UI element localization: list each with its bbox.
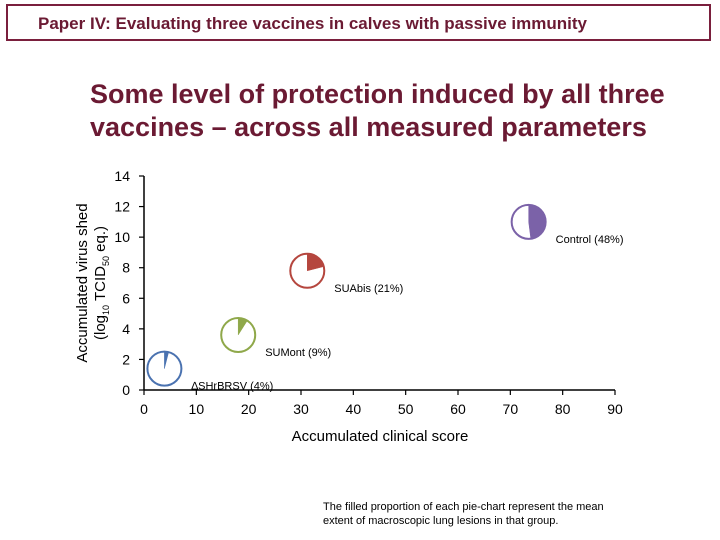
y-tick-label: 6 [122, 290, 130, 306]
pie-filled-wedge [237, 317, 248, 336]
y-axis-title-part-c: eq.) [92, 226, 109, 256]
chart-axes: 0 10 20 30 40 50 60 70 80 90 0 2 4 6 8 10 12 14 [114, 168, 623, 417]
slide-header-title: Paper IV: Evaluating three vaccines in c… [38, 14, 587, 33]
x-tick-label: 20 [241, 401, 257, 417]
x-tick-label: 0 [140, 401, 148, 417]
x-tick-label: 50 [398, 401, 414, 417]
footnote-line-1: The filled proportion of each pie-chart … [323, 501, 604, 513]
slide-headline: Some level of protection induced by all … [90, 78, 710, 144]
chart-points: ∆SHrBRSV (4%) SUMont (9%) SUAbis (21%) Cont… [146, 203, 624, 393]
data-point-pie: Control (48%) [510, 203, 624, 246]
y-tick-label: 4 [122, 321, 130, 337]
data-point-pie: SUAbis (21%) [289, 252, 403, 295]
y-tick-label: 10 [114, 229, 130, 245]
x-tick-label: 40 [346, 401, 362, 417]
x-tick-label: 60 [450, 401, 466, 417]
y-axis-title-line-1: Accumulated virus shed [74, 203, 91, 362]
y-axis-title-line-2: (log10 TCID50 eq.) [92, 226, 111, 340]
y-axis-title: Accumulated virus shed (log10 TCID50 eq.… [74, 203, 111, 362]
footnote: The filled proportion of each pie-chart … [323, 500, 653, 528]
y-tick-label: 8 [122, 260, 130, 276]
y-tick-label: 12 [114, 199, 130, 215]
pie-filled-wedge [164, 351, 169, 369]
x-tick-label: 80 [555, 401, 571, 417]
y-tick-label: 2 [122, 351, 130, 367]
data-point-label: SUAbis (21%) [334, 283, 403, 295]
data-point-label: Control (48%) [556, 234, 624, 246]
header-box: Paper IV: Evaluating three vaccines in c… [6, 4, 711, 41]
headline-line-2: vaccines – across all measured parameter… [90, 112, 647, 142]
x-axis-title: Accumulated clinical score [292, 428, 469, 445]
data-point-pie: ∆SHrBRSV (4%) [146, 350, 273, 393]
footnote-line-2: extent of macroscopic lung lesions in th… [323, 515, 559, 527]
pie-filled-wedge [307, 253, 325, 272]
data-point-label: SUMont (9%) [265, 347, 331, 359]
data-point-label: ∆SHrBRSV (4%) [191, 381, 273, 393]
y-axis-title-part-b: TCID [92, 266, 109, 305]
y-tick-label: 14 [114, 168, 130, 184]
headline-line-1: Some level of protection induced by all … [90, 79, 665, 109]
y-tick-label: 0 [122, 382, 130, 398]
x-tick-label: 70 [503, 401, 519, 417]
y-axis-title-part-a: (log [92, 315, 109, 340]
y-axis-title-sub-10: 10 [101, 305, 111, 315]
x-tick-label: 30 [293, 401, 309, 417]
x-tick-label: 90 [607, 401, 623, 417]
data-point-pie: SUMont (9%) [220, 316, 331, 359]
y-axis-title-sub-50: 50 [101, 256, 111, 266]
x-tick-label: 10 [189, 401, 205, 417]
pie-filled-wedge [528, 204, 546, 240]
